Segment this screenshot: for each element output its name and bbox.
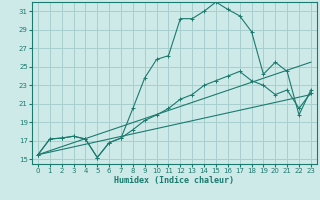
X-axis label: Humidex (Indice chaleur): Humidex (Indice chaleur) [115,176,234,185]
